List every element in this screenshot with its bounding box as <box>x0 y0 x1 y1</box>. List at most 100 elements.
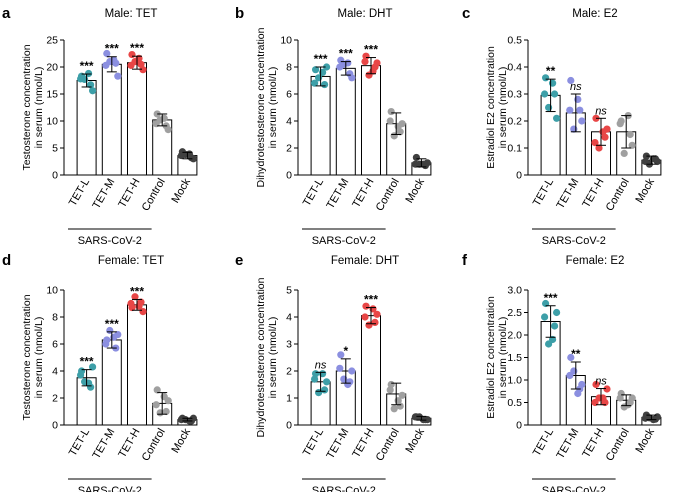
y-tick-label: 0 <box>52 420 58 432</box>
data-point <box>396 128 404 136</box>
x-tick-label: TET-L <box>531 427 556 459</box>
y-tick-label: 1.5 <box>507 352 522 364</box>
y-tick-label: 20 <box>46 62 58 74</box>
chart-panel-d: d Female: TET Testosterone concentrationin… <box>2 252 198 492</box>
data-point <box>153 386 161 394</box>
data-point <box>390 132 398 140</box>
panel-letter: e <box>235 252 243 269</box>
significance-label: *** <box>105 317 119 331</box>
data-point <box>541 313 549 321</box>
data-point <box>137 60 145 68</box>
x-tick-label: Control <box>604 427 632 464</box>
significance-label: ** <box>546 64 556 78</box>
data-point <box>599 128 607 136</box>
data-point <box>566 106 574 114</box>
data-point <box>127 61 135 69</box>
data-point <box>419 416 427 424</box>
data-point <box>592 380 600 389</box>
y-tick-label: 2.0 <box>507 330 522 342</box>
y-axis-label: Estradiol E2 concentrationin serum (nmol… <box>485 46 509 169</box>
significance-label: *** <box>80 59 94 73</box>
y-tick-label: 3 <box>286 339 292 351</box>
data-point <box>628 394 636 402</box>
group-label: SARS-CoV-2 <box>542 235 606 247</box>
data-point <box>103 49 111 58</box>
significance-label: ns <box>595 376 607 388</box>
x-tick-label: Control <box>374 427 402 464</box>
data-point <box>323 378 331 386</box>
data-point <box>603 385 611 393</box>
y-tick-label: 2 <box>286 143 292 155</box>
data-point <box>127 299 135 308</box>
x-tick-label: TET-M <box>555 427 582 462</box>
data-point <box>114 72 122 80</box>
chart-panel-c: c Male: E2 Estradiol E2 concentrationin se… <box>462 5 662 247</box>
x-tick-label: TET-L <box>67 177 92 209</box>
bar <box>361 315 381 426</box>
y-axis-label-line: Testosterone concentration <box>21 44 33 170</box>
y-tick-label: 2.5 <box>507 307 522 319</box>
y-axis-label-line: in serum (nmol/L) <box>497 67 509 149</box>
y-tick-label: 15 <box>46 89 58 101</box>
data-point <box>553 308 561 317</box>
y-axis-label-line: Dihydrotestosterone concentration <box>255 27 267 187</box>
panel-letter: a <box>2 5 11 22</box>
data-point <box>578 380 586 389</box>
x-tick-label: Control <box>140 427 168 464</box>
x-tick-label: TET-H <box>116 176 142 210</box>
data-point <box>162 407 170 416</box>
group-label: SARS-CoV-2 <box>78 485 142 492</box>
y-axis-label: Testosterone concentrationin serum (nmol… <box>21 44 45 170</box>
data-point <box>89 87 97 95</box>
y-tick-label: 4 <box>286 116 292 128</box>
y-axis-label-line: in serum (nmol/L) <box>267 67 279 149</box>
data-point <box>576 106 584 114</box>
chart-title: Female: DHT <box>331 255 399 267</box>
data-point <box>551 90 559 98</box>
x-tick-label: Mock <box>169 176 193 205</box>
chart-title: Female: E2 <box>566 255 625 267</box>
x-tick-label: Control <box>374 177 402 214</box>
y-axis-label: Dihydrotestosterone concentrationin seru… <box>255 27 279 187</box>
data-point <box>110 56 118 64</box>
group-label: SARS-CoV-2 <box>312 235 376 247</box>
data-point <box>189 155 197 163</box>
group-label: SARS-CoV-2 <box>78 235 142 247</box>
data-point <box>641 157 650 166</box>
x-tick-label: TET-H <box>350 176 376 210</box>
x-tick-label: TET-M <box>325 427 352 462</box>
data-point <box>321 80 329 89</box>
x-tick-label: Control <box>140 177 168 214</box>
y-tick-label: 0.5 <box>507 397 522 409</box>
panel-letter: b <box>235 5 244 22</box>
data-point <box>164 126 172 134</box>
data-point <box>398 391 406 399</box>
chart-title: Male: TET <box>105 8 158 20</box>
x-tick-label: Mock <box>633 426 657 455</box>
y-tick-label: 10 <box>46 116 58 128</box>
y-tick-label: 25 <box>46 35 58 47</box>
chart-title: Male: DHT <box>338 8 393 20</box>
x-tick-label: TET-H <box>580 426 606 460</box>
significance-label: ns <box>315 359 327 371</box>
panel-letter: c <box>462 5 470 22</box>
data-point <box>566 371 574 380</box>
data-point <box>160 393 168 401</box>
data-point <box>361 313 369 321</box>
x-tick-label: TET-M <box>555 177 582 212</box>
data-point <box>545 103 553 112</box>
y-tick-label: 1 <box>286 393 292 405</box>
data-point <box>336 63 344 71</box>
data-point <box>567 76 575 85</box>
significance-label: ns <box>570 81 582 93</box>
data-point <box>152 401 160 409</box>
significance-label: *** <box>314 52 328 66</box>
x-tick-label: TET-L <box>531 177 556 209</box>
data-point <box>551 322 559 330</box>
data-point <box>626 130 634 139</box>
y-tick-label: 10 <box>46 285 58 297</box>
data-point <box>387 107 395 116</box>
y-tick-label: 6 <box>52 339 58 351</box>
bar <box>127 304 147 426</box>
x-tick-label: TET-H <box>116 426 142 460</box>
